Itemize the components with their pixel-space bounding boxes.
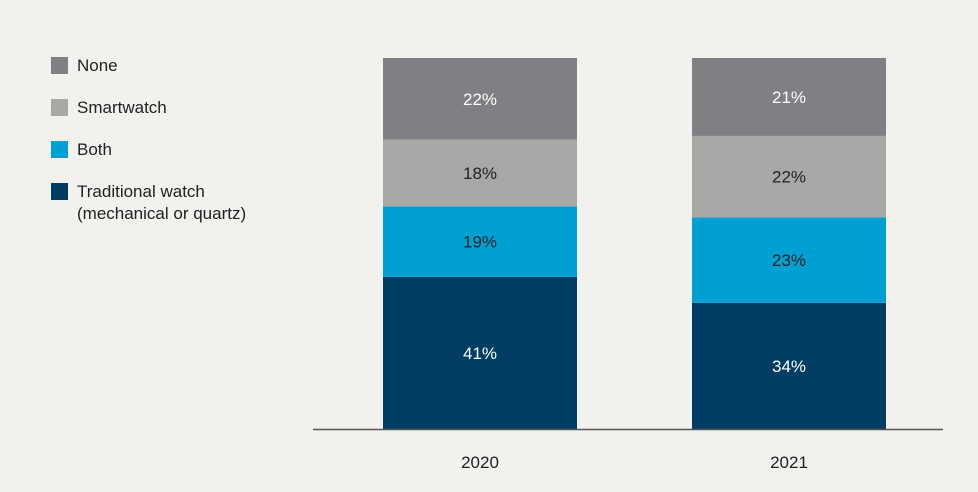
legend-label-traditional-watch: Traditional watch (mechanical or quartz) xyxy=(77,182,247,223)
data-label-smartwatch-2021: 22% xyxy=(772,168,806,187)
x-axis-ticks: 2020 2021 xyxy=(461,453,808,472)
legend-label-both: Both xyxy=(77,140,112,159)
legend-swatch-none xyxy=(51,57,68,74)
legend-label-none: None xyxy=(77,56,118,75)
bar-segment-smartwatch-2020 xyxy=(383,139,577,207)
bar-segment-none-2020 xyxy=(383,58,577,140)
data-label-traditional-watch-2020: 41% xyxy=(463,344,497,363)
legend-swatch-traditional-watch xyxy=(51,183,68,200)
data-label-none-2021: 21% xyxy=(772,88,806,107)
bar-segment-traditional-watch-2021 xyxy=(692,302,886,429)
data-label-both-2020: 19% xyxy=(463,233,497,252)
data-label-traditional-watch-2021: 34% xyxy=(772,357,806,376)
bar-segment-both-2020 xyxy=(383,206,577,277)
data-label-none-2020: 22% xyxy=(463,90,497,109)
bar-segment-smartwatch-2021 xyxy=(692,135,886,218)
bar-segment-none-2021 xyxy=(692,58,886,136)
legend-label-smartwatch: Smartwatch xyxy=(77,98,167,117)
bar-segment-traditional-watch-2020 xyxy=(383,276,577,429)
x-tick-label-2020: 2020 xyxy=(461,453,499,472)
bars-group: 41% 19% 18% 22% 34% 23% 22% 21% xyxy=(383,58,886,429)
data-label-smartwatch-2020: 18% xyxy=(463,164,497,183)
legend-swatch-smartwatch xyxy=(51,99,68,116)
bar-segment-both-2021 xyxy=(692,217,886,303)
x-tick-label-2021: 2021 xyxy=(770,453,808,472)
data-label-both-2021: 23% xyxy=(772,251,806,270)
legend-swatch-both xyxy=(51,141,68,158)
